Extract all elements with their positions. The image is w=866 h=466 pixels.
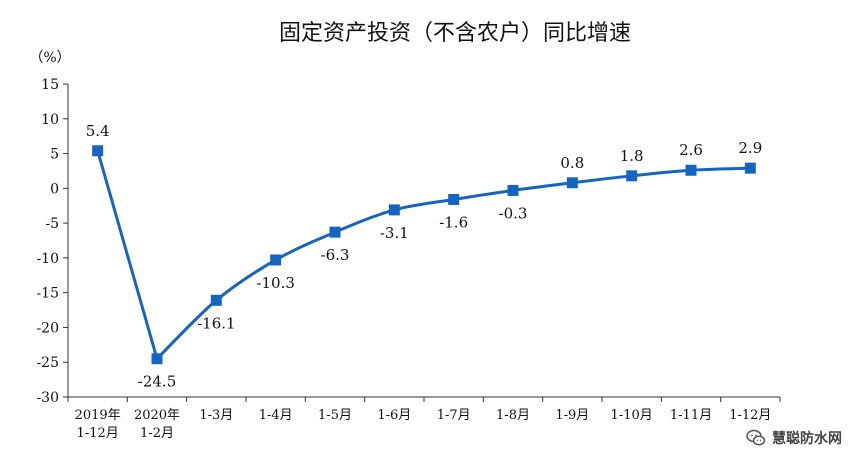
- data-point-marker: [210, 294, 222, 306]
- data-label: -6.3: [321, 246, 350, 264]
- y-tick-labels: 15 10 5 0 -5 -10 -15 -20 -25 -30: [36, 77, 59, 406]
- y-tick-label: 5: [50, 147, 59, 163]
- x-tick-label: 1-3月: [199, 408, 233, 423]
- data-label: 1.8: [620, 147, 644, 165]
- axes: [63, 83, 781, 402]
- data-label: -10.3: [256, 274, 294, 292]
- series-path: [96, 150, 751, 361]
- data-label: -24.5: [138, 373, 176, 391]
- watermark-text: 慧聪防水网: [772, 431, 842, 447]
- data-label: -1.6: [439, 213, 468, 231]
- data-label: 2.6: [679, 141, 703, 159]
- x-tick-label: 1-4月: [259, 408, 293, 423]
- y-tick-label: -15: [36, 286, 59, 302]
- data-point-marker: [270, 254, 282, 266]
- data-label: 0.8: [560, 154, 584, 172]
- data-point-marker: [329, 226, 341, 238]
- data-label: -16.1: [197, 314, 235, 332]
- y-tick-label: -20: [36, 320, 59, 336]
- y-tick-label: -5: [45, 216, 59, 232]
- data-label: -3.1: [380, 224, 409, 242]
- data-label: 2.9: [738, 139, 762, 157]
- x-tick-label: 1-12月: [729, 408, 771, 423]
- x-tick-label: 1-8月: [496, 408, 530, 423]
- data-point-marker: [566, 177, 578, 189]
- data-point-marker: [151, 353, 163, 365]
- y-tick-label: 0: [50, 181, 59, 197]
- y-tick-label: 10: [41, 112, 59, 128]
- data-point-marker: [626, 170, 638, 182]
- y-tick-label: -25: [36, 355, 59, 371]
- data-label: 5.4: [86, 122, 110, 140]
- data-labels: 5.4 -24.5 -16.1 -10.3 -6.3 -3.1 -1.6 -0.3 0.8 1.8…: [86, 122, 763, 391]
- x-tick-label: 1-11月: [670, 408, 712, 423]
- data-point-marker: [685, 164, 697, 176]
- wechat-icon: [746, 429, 766, 446]
- data-point-marker: [744, 162, 756, 174]
- data-point-marker: [92, 145, 104, 157]
- watermark: 慧聪防水网: [746, 428, 842, 448]
- x-tick-labels: 2019年 1-12月 2020年 1-2月 1-3月 1-4月 1-5月 1-6月 1-7月 1…: [75, 408, 772, 441]
- x-tick-label: 1-5月: [318, 408, 352, 423]
- y-tick-label: 15: [41, 77, 59, 93]
- series-line: [96, 150, 751, 361]
- data-point-marker: [507, 184, 519, 196]
- x-tick-label: 1-10月: [611, 408, 653, 423]
- x-tick-label: 2019年 1-12月: [75, 408, 121, 441]
- data-point-marker: [448, 193, 460, 205]
- data-point-marker: [388, 204, 400, 216]
- y-axis-unit: （%）: [29, 50, 70, 66]
- x-tick-label: 1-6月: [377, 408, 411, 423]
- x-tick-label: 2020年 1-2月: [134, 408, 180, 441]
- chart-title: 固定资产投资（不含农户）同比增速: [279, 21, 631, 46]
- data-label: -0.3: [499, 204, 528, 222]
- y-tick-label: -10: [36, 251, 59, 267]
- data-markers: [92, 145, 756, 365]
- x-tick-label: 1-9月: [555, 408, 589, 423]
- y-tick-label: -30: [36, 390, 59, 406]
- x-tick-label: 1-7月: [437, 408, 471, 423]
